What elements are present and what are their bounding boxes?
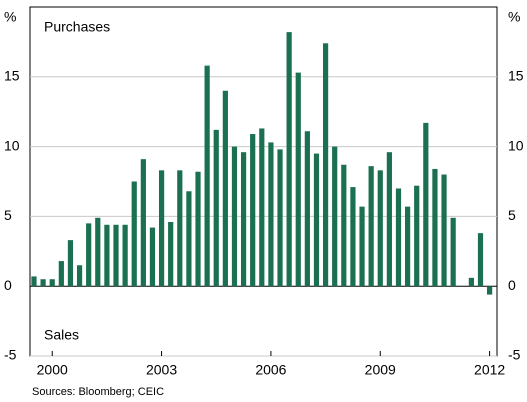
bar (304, 131, 310, 287)
bar (386, 152, 392, 287)
y2-tick-label: -5 (508, 347, 521, 363)
bar (49, 279, 55, 287)
y2-tick-label: 15 (508, 68, 524, 84)
x-tick-label: 2003 (146, 362, 177, 378)
bar (286, 32, 292, 287)
bar (368, 166, 374, 287)
bar (213, 129, 219, 287)
bar (149, 227, 156, 287)
bar (322, 43, 329, 287)
bar (423, 122, 429, 287)
bar (40, 279, 46, 287)
bar (240, 152, 247, 287)
bar (222, 90, 228, 287)
bar (268, 142, 274, 287)
y-tick-label: 15 (4, 68, 20, 84)
bar (122, 224, 128, 287)
bar (350, 187, 356, 287)
bar (195, 171, 201, 287)
y2-tick-label: 10 (508, 137, 524, 153)
bar (313, 153, 320, 287)
bar (332, 146, 338, 287)
x-tick-label: 2006 (255, 362, 286, 378)
annotation: Purchases (44, 19, 110, 35)
bar (432, 168, 438, 287)
y2-axis-label: % (508, 9, 520, 25)
bar (468, 277, 474, 287)
bar (295, 72, 301, 287)
bar (359, 206, 365, 287)
y-axis-label: % (4, 9, 16, 25)
bar (487, 286, 493, 295)
bar (377, 170, 383, 287)
bar (113, 224, 119, 287)
bar (131, 181, 137, 287)
y2-tick-label: 0 (508, 277, 516, 293)
bar (76, 265, 83, 287)
bar (67, 240, 74, 287)
bar (277, 149, 283, 287)
y2-tick-label: 5 (508, 207, 516, 223)
y-tick-label: 10 (4, 137, 20, 153)
bar (405, 206, 411, 287)
y-tick-label: 0 (4, 277, 12, 293)
bar (177, 170, 183, 287)
x-tick-label: 2009 (365, 362, 396, 378)
bar (450, 217, 456, 287)
bar (341, 164, 347, 287)
source: Sources: Bloomberg; CEIC (32, 386, 164, 398)
bar (204, 65, 210, 287)
x-tick-label: 2012 (474, 362, 505, 378)
y-tick-label: -5 (4, 347, 17, 363)
bar (158, 170, 165, 287)
bar (186, 191, 192, 287)
bar (259, 128, 265, 287)
bar (441, 174, 447, 287)
y-tick-label: 5 (4, 207, 12, 223)
bar (95, 217, 101, 287)
bar (250, 134, 256, 287)
bar (140, 159, 146, 287)
bar (395, 188, 402, 287)
bar (168, 221, 174, 287)
x-tick-label: 2000 (37, 362, 68, 378)
bar (86, 223, 92, 287)
annotation: Sales (44, 327, 79, 343)
bar (231, 146, 238, 287)
bar (477, 233, 484, 287)
bar (104, 224, 110, 287)
bar (414, 185, 420, 287)
bar (31, 276, 37, 287)
bar (58, 261, 64, 287)
